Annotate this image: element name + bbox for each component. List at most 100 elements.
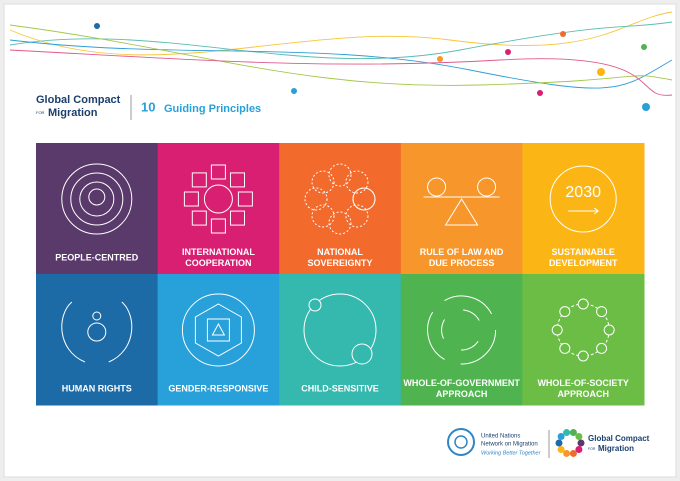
tile [400, 143, 523, 275]
icon-dashed [345, 170, 369, 194]
icon-ring [70, 172, 124, 226]
icon-square [210, 218, 226, 234]
footer: United Nations Network on Migration Work… [447, 428, 650, 458]
icon-arc [460, 329, 497, 365]
tile-label: GENDER-RESPONSIVE [168, 383, 268, 393]
icon-arc [441, 319, 446, 339]
icon-square [206, 318, 230, 342]
icon-ring [203, 184, 233, 214]
icon-laurel [61, 301, 133, 363]
logo-for: FOR [36, 110, 45, 115]
gcm-dot [575, 433, 583, 441]
tile-label: APPROACH [557, 389, 609, 399]
birds [94, 23, 650, 111]
gcm-dot [557, 445, 565, 453]
icon-dot [577, 298, 589, 310]
tile-label: WHOLE-OF-SOCIETY [537, 378, 629, 388]
gcm-emblem [555, 429, 585, 457]
icon-dot [596, 342, 608, 354]
tile [36, 274, 159, 406]
tile [279, 143, 402, 275]
logo-line2: Migration [48, 107, 98, 119]
icon-square [183, 191, 199, 207]
icon-ring [88, 188, 106, 206]
tile [279, 274, 402, 406]
icon-dot [308, 298, 322, 312]
icon-square [229, 172, 245, 188]
tile-label: APPROACH [436, 389, 488, 399]
icon-dot [559, 306, 571, 318]
icon-dot [551, 324, 563, 336]
icon-text: 2030 [565, 184, 601, 201]
icon-dashed [304, 187, 328, 211]
tile-icon [61, 301, 133, 363]
icon-square [191, 172, 207, 188]
tile-icon: 2030 [549, 165, 617, 233]
icon-arc [461, 340, 479, 351]
icon-dot [577, 350, 589, 362]
tile-icon [183, 164, 253, 234]
icon-dot [596, 306, 608, 318]
un-line1: United Nations [481, 434, 520, 440]
tile-label: WHOLE-OF-GOVERNMENT [403, 378, 520, 388]
gcm-dot [555, 439, 563, 447]
gcm-dot [563, 429, 571, 437]
icon-hexagon [194, 303, 242, 357]
gcm-dot [569, 429, 577, 437]
un-emblem [447, 428, 475, 456]
tile-icon [304, 163, 376, 235]
icon-dot [603, 324, 615, 336]
icon-ring [427, 177, 447, 197]
icon-ring [79, 181, 115, 217]
icon-triangle [444, 198, 479, 226]
tile-label: NATIONAL [317, 247, 363, 257]
gcm-dot [557, 433, 565, 441]
icon-dashed [328, 163, 352, 187]
icon-arrow [568, 207, 600, 215]
tile-icon [181, 293, 255, 367]
icon-head [92, 311, 102, 321]
tile-icon [427, 295, 497, 365]
tile [157, 274, 280, 406]
tile-icon [551, 298, 615, 362]
icon-arc [444, 295, 492, 315]
gcm-dot [575, 445, 583, 453]
tile [522, 143, 645, 275]
icon-square [229, 210, 245, 226]
icon-triangle [211, 322, 226, 336]
icon-dashed [311, 204, 335, 228]
tile [522, 274, 645, 406]
gcm-dot [569, 449, 577, 457]
tile-icon [61, 163, 133, 235]
icon-ring [352, 187, 376, 211]
icon-ring [303, 293, 377, 367]
icon-ring [87, 322, 107, 342]
icon-dot [351, 343, 373, 365]
icon-square [237, 191, 253, 207]
icon-arc [463, 309, 480, 321]
icon-square [191, 210, 207, 226]
un-tagline: Working Better Together [481, 450, 542, 456]
icon-ring [549, 165, 617, 233]
tile-label: DUE PROCESS [429, 258, 495, 268]
gcm-line2: Migration [598, 444, 634, 453]
icon-ring [181, 293, 255, 367]
icon-ring [477, 177, 497, 197]
icon-ring [61, 163, 133, 235]
icon-dot [559, 342, 571, 354]
tile [36, 143, 159, 275]
header-number: 10 [141, 99, 155, 114]
tile-label: PEOPLE-CENTRED [55, 252, 139, 262]
logo-line1: Global Compact [36, 94, 121, 106]
header-title: Guiding Principles [164, 103, 261, 115]
waves [9, 11, 673, 96]
icon-dashed [311, 170, 335, 194]
tile-icon [303, 293, 377, 367]
gcm-dot [577, 439, 585, 447]
tile-label: CHILD-SENSITIVE [301, 383, 379, 393]
un-emblem-inner [454, 435, 468, 449]
gcm-dot [563, 449, 571, 457]
tile-label: SUSTAINABLE [552, 247, 615, 257]
